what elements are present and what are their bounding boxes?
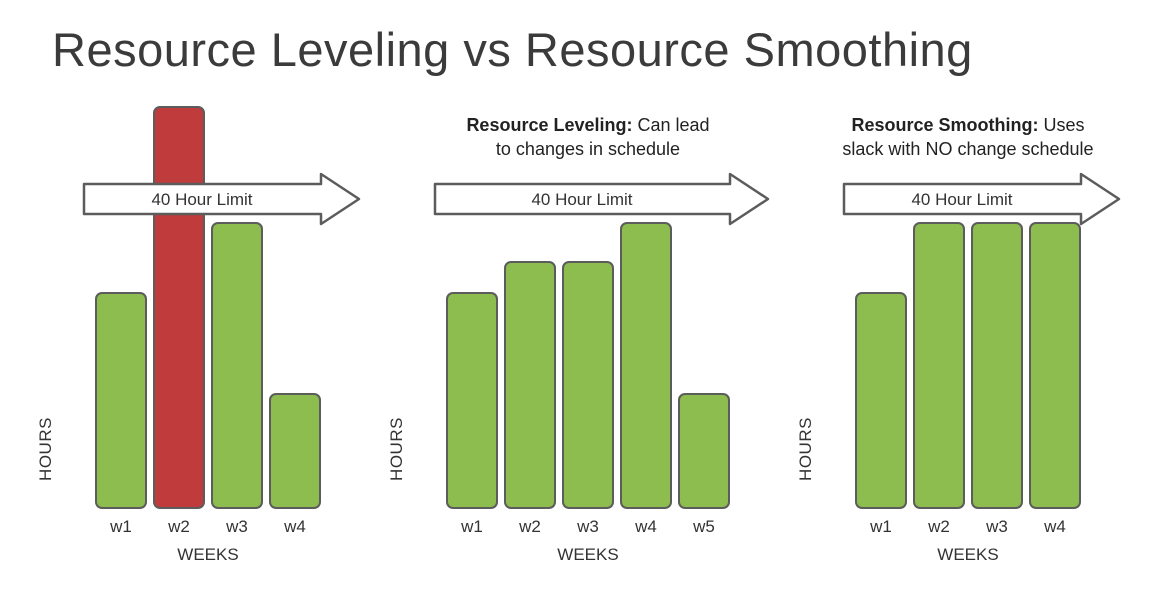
x-axis-label: WEEKS bbox=[937, 545, 999, 564]
caption-line1-rest: Uses bbox=[1038, 115, 1085, 135]
caption-line2: to changes in schedule bbox=[495, 139, 681, 160]
week-label-w5: w5 bbox=[693, 517, 715, 536]
bars-group bbox=[95, 106, 321, 509]
week-labels: w1 w2 w3 w4 bbox=[95, 517, 321, 537]
limit-arrow: 40 Hour Limit bbox=[433, 172, 770, 226]
limit-arrow: 40 Hour Limit bbox=[842, 172, 1121, 226]
arrow-shape bbox=[433, 172, 770, 226]
week-label-w1: w1 bbox=[461, 517, 483, 536]
bar-w5 bbox=[678, 393, 730, 509]
caption-term: Resource Leveling: bbox=[466, 115, 633, 135]
caption-line1: Resource Leveling: Can lead bbox=[423, 113, 753, 137]
arrow-shape bbox=[842, 172, 1121, 226]
plot-area-leveling: Resource Leveling: Can lead to changes i… bbox=[433, 99, 770, 509]
week-label-w3: w3 bbox=[226, 517, 248, 536]
bar-w4 bbox=[269, 393, 321, 509]
week-label-w1: w1 bbox=[870, 517, 892, 536]
bar-w4 bbox=[620, 222, 672, 509]
chart-resource-leveling: Resource Leveling: Can lead to changes i… bbox=[387, 99, 770, 565]
bar-w3 bbox=[562, 261, 614, 509]
x-axis-label: WEEKS bbox=[557, 545, 619, 564]
bar-w4 bbox=[1029, 222, 1081, 509]
week-labels: w1 w2 w3 w4 bbox=[855, 517, 1081, 537]
bar-w3 bbox=[211, 222, 263, 509]
bar-w2 bbox=[504, 261, 556, 509]
week-label-w4: w4 bbox=[635, 517, 657, 536]
plot-area-overallocated: 40 Hour Limit bbox=[82, 99, 361, 509]
bar-w3 bbox=[971, 222, 1023, 509]
caption-term: Resource Smoothing: bbox=[851, 115, 1039, 135]
limit-arrow-label: 40 Hour Limit bbox=[911, 190, 1012, 209]
bar-w1 bbox=[446, 292, 498, 509]
limit-arrow: 40 Hour Limit bbox=[82, 172, 361, 226]
week-label-w3: w3 bbox=[986, 517, 1008, 536]
y-axis-label: HOURS bbox=[796, 417, 815, 481]
plot-area-smoothing: Resource Smoothing: Uses slack with NO c… bbox=[842, 99, 1121, 509]
y-axis-label: HOURS bbox=[36, 417, 55, 481]
week-label-w1: w1 bbox=[110, 517, 132, 536]
bars-group bbox=[855, 222, 1081, 509]
week-labels: w1 w2 w3 w4 w5 bbox=[446, 517, 730, 537]
week-label-w2: w2 bbox=[168, 517, 190, 536]
caption-line1-rest: Can lead bbox=[632, 115, 710, 135]
x-axis-label: WEEKS bbox=[177, 545, 239, 564]
chart-caption: Resource Smoothing: Uses slack with NO c… bbox=[803, 113, 1133, 162]
page-title: Resource Leveling vs Resource Smoothing bbox=[52, 23, 973, 76]
chart-overallocated: 40 Hour Limit w1 w2 w3 w4 WEEKS HOURS bbox=[36, 99, 361, 565]
bar-w2 bbox=[153, 106, 205, 509]
week-label-w2: w2 bbox=[928, 517, 950, 536]
caption-line1: Resource Smoothing: Uses bbox=[803, 113, 1133, 137]
caption-line2: slack with NO change schedule bbox=[842, 139, 1094, 160]
bar-w1 bbox=[95, 292, 147, 509]
bars-group bbox=[446, 222, 730, 509]
y-axis-label: HOURS bbox=[387, 417, 406, 481]
bar-w2 bbox=[913, 222, 965, 509]
bar-w1 bbox=[855, 292, 907, 509]
chart-caption: Resource Leveling: Can lead to changes i… bbox=[423, 113, 753, 162]
week-label-w4: w4 bbox=[284, 517, 306, 536]
limit-arrow-label: 40 Hour Limit bbox=[151, 190, 252, 209]
arrow-shape bbox=[82, 172, 361, 226]
week-label-w3: w3 bbox=[577, 517, 599, 536]
chart-resource-smoothing: Resource Smoothing: Uses slack with NO c… bbox=[796, 99, 1121, 565]
charts-row: 40 Hour Limit w1 w2 w3 w4 WEEKS HOURS Resou… bbox=[36, 99, 1153, 565]
limit-arrow-label: 40 Hour Limit bbox=[531, 190, 632, 209]
week-label-w4: w4 bbox=[1044, 517, 1066, 536]
week-label-w2: w2 bbox=[519, 517, 541, 536]
